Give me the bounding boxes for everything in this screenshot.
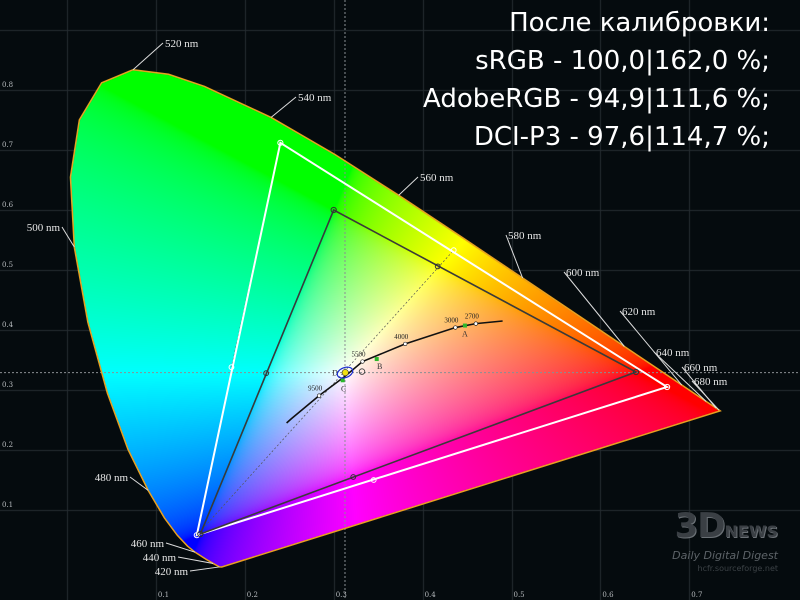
measured-white-point — [341, 369, 349, 377]
measured-gamut-triangle — [195, 141, 670, 537]
wavelength-label: 640 nm — [656, 347, 690, 359]
y-tick-label: 0.5 — [2, 261, 13, 269]
cct-point — [473, 321, 478, 326]
x-tick-label: 0.6 — [602, 591, 614, 599]
x-tick-label: 0.1 — [158, 591, 169, 599]
illuminant-label: B — [377, 362, 382, 371]
watermark: hcfr.sourceforge.net — [697, 564, 778, 573]
measured-gamut-midpoint — [370, 477, 377, 483]
wavelength-tick — [398, 176, 419, 196]
illuminant-label: D — [332, 369, 338, 378]
dcip3-coverage: DCI-P3 - 97,6|114,7 %; — [473, 122, 770, 152]
illuminant-marker — [462, 323, 467, 328]
wavelength-label: 660 nm — [684, 362, 718, 374]
wavelength-label: 540 nm — [298, 92, 332, 104]
y-tick-label: 0.8 — [2, 81, 13, 89]
illuminant-marker — [374, 357, 379, 362]
wavelength-label: 580 nm — [508, 230, 542, 242]
gamut-median-line — [196, 249, 454, 536]
y-tick-label: 0.4 — [2, 321, 14, 329]
wavelength-label: 420 nm — [155, 566, 189, 578]
reference-gamut-vertex — [632, 368, 640, 376]
illuminant-label: A — [462, 330, 468, 339]
wavelength-tick — [165, 542, 196, 553]
3dnews-logo: 3DNEWS Daily Digital Digest hcfr.sourcef… — [672, 509, 778, 574]
calibration-results: После калибровки: sRGB - 100,0|162,0 %; … — [423, 4, 770, 156]
adobergb-coverage: AdobeRGB - 94,9|111,6 %; — [422, 84, 770, 114]
y-tick-label: 0.2 — [2, 441, 13, 449]
y-tick-label: 0.3 — [2, 381, 13, 389]
wavelength-label: 620 nm — [622, 306, 656, 318]
wavelength-label: 680 nm — [694, 376, 728, 388]
illuminant-marker — [340, 378, 345, 383]
wavelength-tick — [619, 310, 683, 386]
wavelength-tick — [563, 271, 625, 347]
measured-gamut-midpoint — [228, 364, 235, 371]
headline-title: После калибровки: — [509, 8, 770, 38]
x-tick-label: 0.7 — [691, 591, 702, 599]
y-tick-label: 0.6 — [2, 201, 14, 209]
y-tick-label: 0.1 — [2, 501, 13, 509]
white-point-tolerance-ellipse — [336, 366, 354, 379]
cct-point — [403, 341, 408, 347]
wavelength-label: 520 nm — [165, 38, 199, 50]
reference-gamut-midpoint — [263, 370, 270, 377]
wavelength-tick — [177, 556, 214, 564]
cct-point — [360, 359, 365, 364]
wavelength-label: 500 nm — [27, 222, 61, 234]
reference-gamut-midpoint — [350, 474, 357, 480]
reference-gamut-midpoint — [434, 263, 441, 270]
wavelength-tick — [61, 226, 75, 248]
measured-gamut-vertex — [277, 139, 284, 146]
measured-gamut-vertex — [663, 383, 671, 391]
cct-label: 2700 — [465, 313, 480, 321]
cct-label: 4000 — [394, 333, 409, 341]
x-tick-label: 0.3 — [336, 591, 347, 599]
logo-3d: 3D — [674, 506, 726, 546]
logo-tagline: Daily Digital Digest — [672, 549, 778, 562]
wavelength-tick — [132, 42, 164, 71]
cct-point — [453, 325, 458, 330]
srgb-coverage: sRGB - 100,0|162,0 %; — [475, 46, 770, 76]
reference-gamut-vertex — [330, 206, 337, 214]
wavelength-tick — [653, 351, 707, 402]
wavelength-tick — [505, 234, 524, 279]
y-tick-label: 0.7 — [2, 141, 13, 149]
measured-gamut-midpoint — [450, 247, 457, 254]
illuminant-label: C — [341, 384, 346, 393]
wavelength-label: 480 nm — [95, 472, 129, 484]
cct-label: 9500 — [308, 385, 323, 393]
x-tick-label: 0.4 — [425, 591, 437, 599]
wavelength-label: 560 nm — [420, 172, 454, 184]
wavelength-label: 460 nm — [131, 538, 165, 550]
wavelength-tick — [189, 566, 220, 572]
x-tick-label: 0.2 — [247, 591, 258, 599]
target-white-point — [358, 368, 366, 375]
wavelength-label: 600 nm — [566, 267, 600, 279]
reference-gamut-vertex — [197, 530, 204, 538]
cct-point — [317, 393, 322, 398]
wavelength-tick — [129, 476, 149, 491]
logo-news: NEWS — [724, 522, 779, 541]
wavelength-tick — [270, 96, 297, 118]
reference-gamut-triangle — [198, 208, 638, 536]
wavelength-label: 440 nm — [143, 552, 177, 564]
cct-label: 3000 — [444, 317, 459, 325]
wavelength-tick — [691, 380, 720, 411]
cct-label: 5500 — [352, 351, 367, 359]
x-tick-label: 0.5 — [514, 591, 525, 599]
